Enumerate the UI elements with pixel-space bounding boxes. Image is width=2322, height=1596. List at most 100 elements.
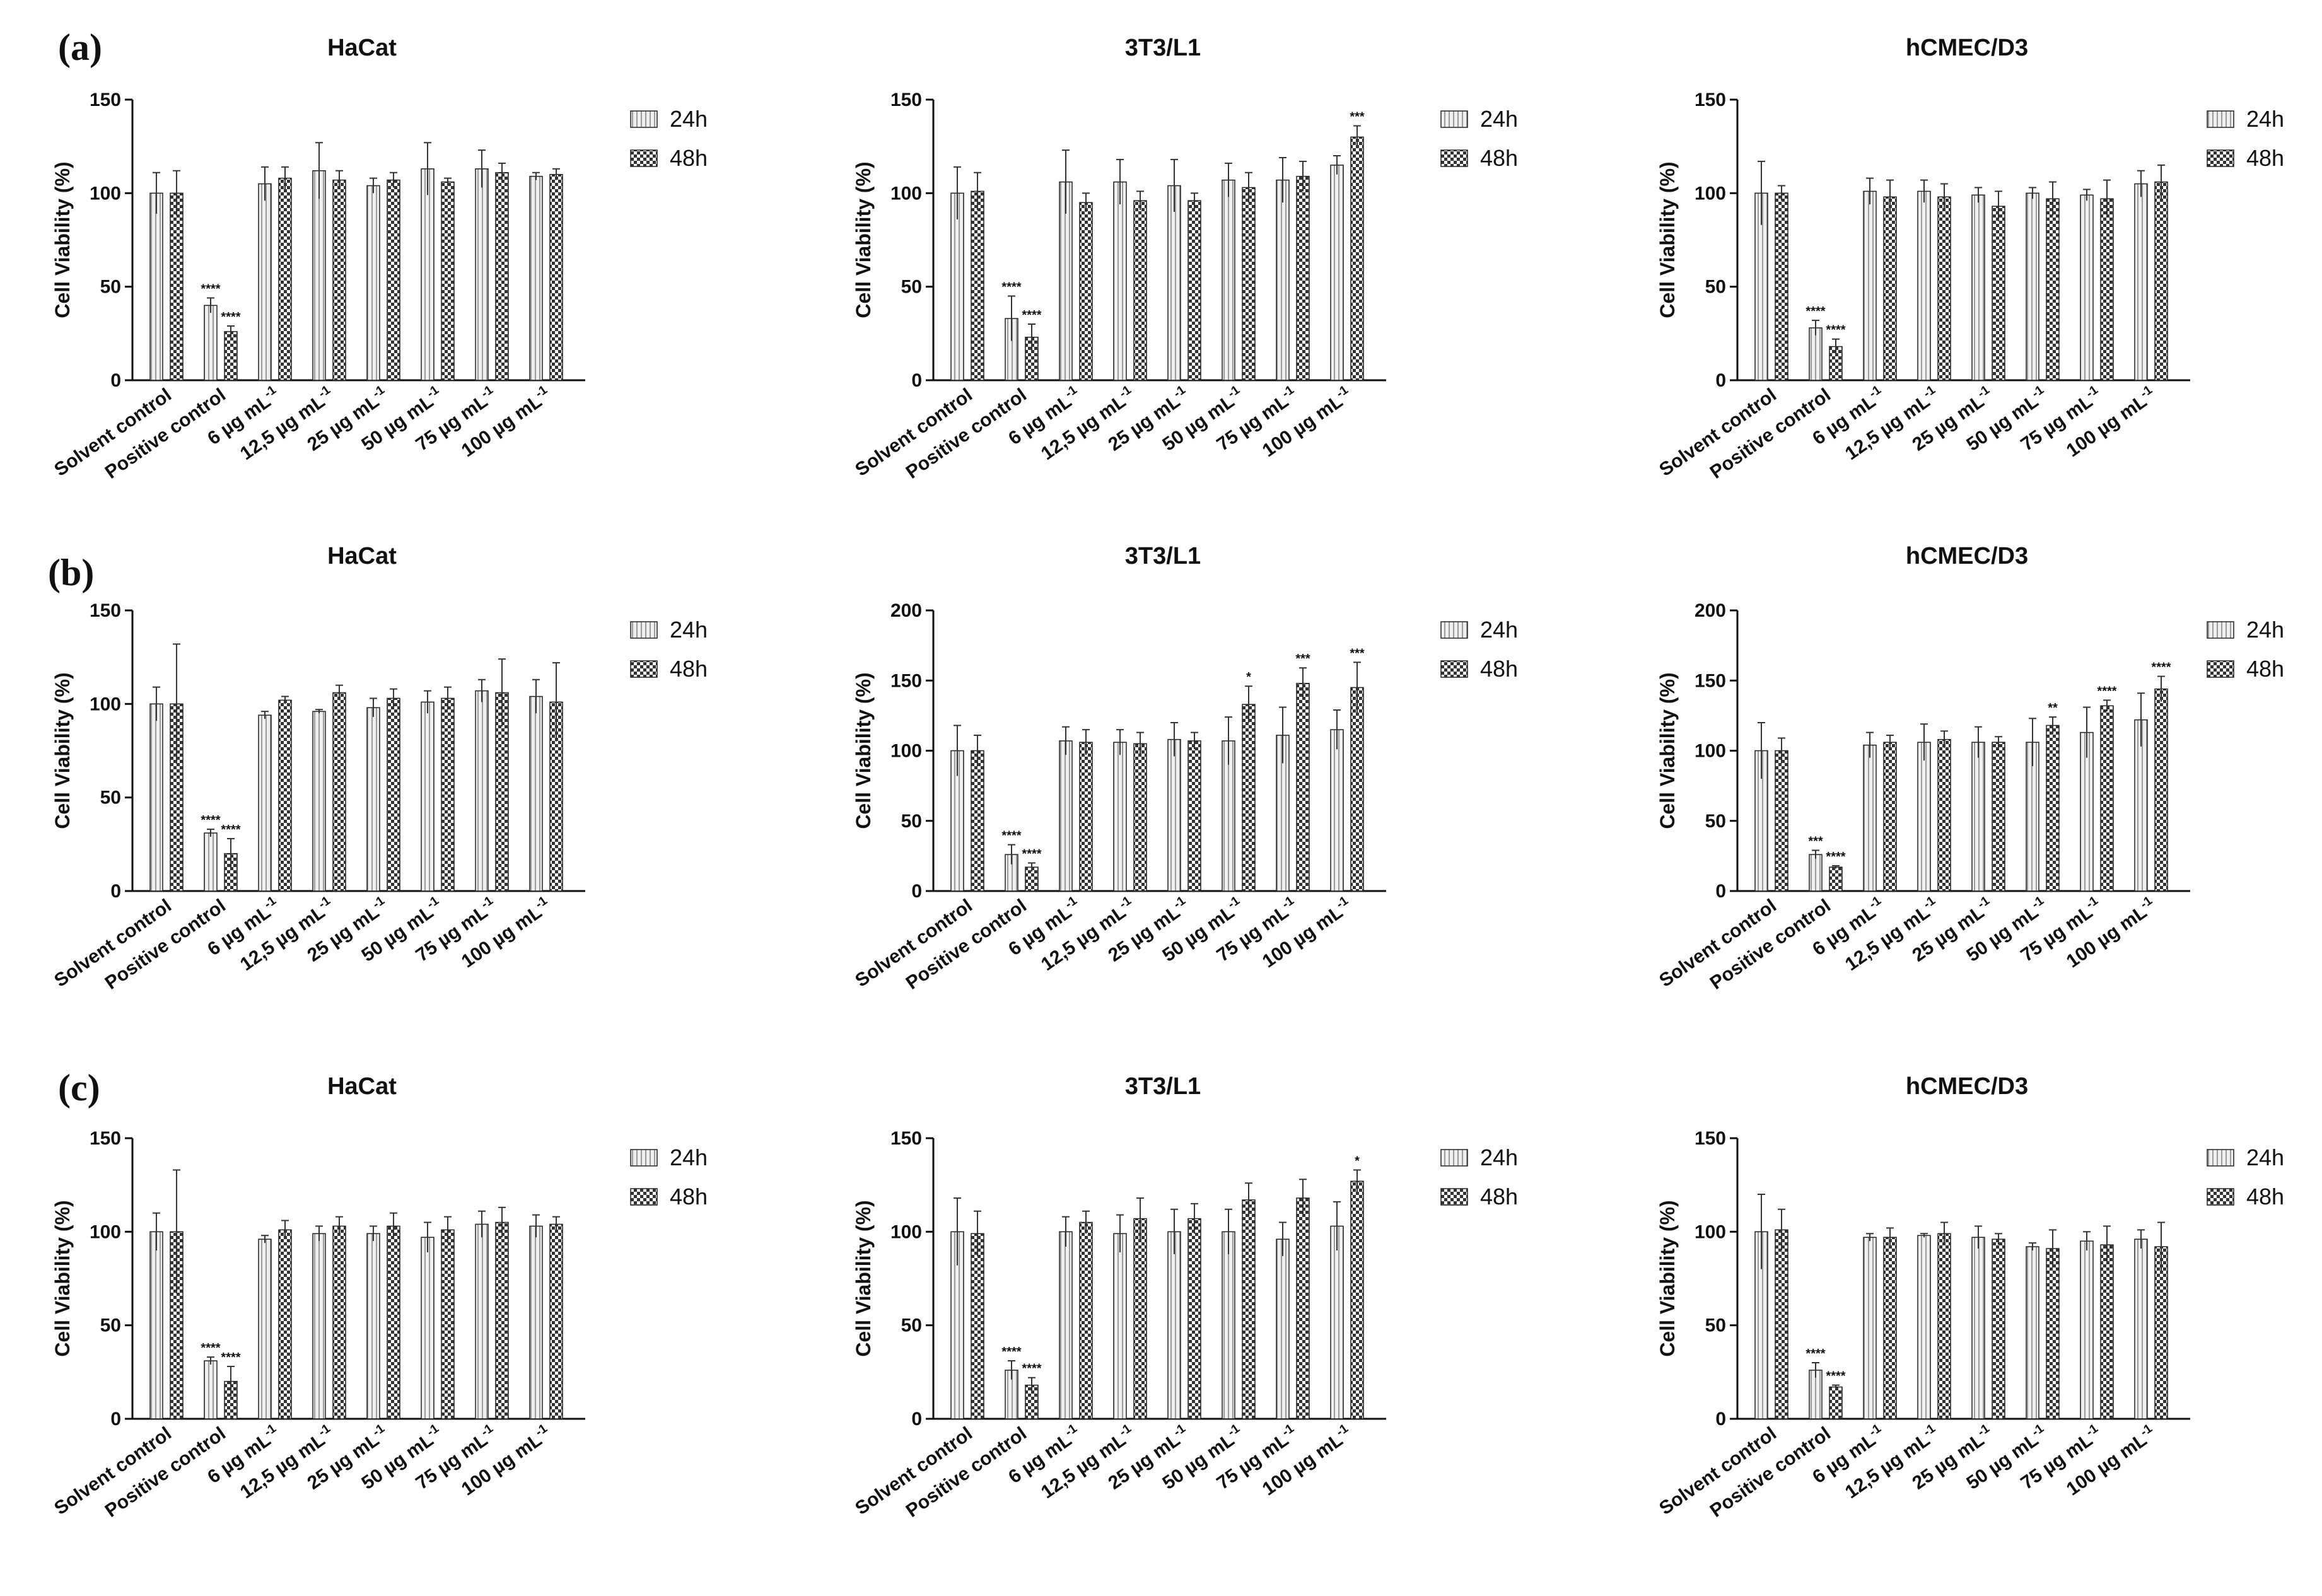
bar-48h — [332, 1225, 346, 1419]
legend-swatch-48h — [1440, 660, 1468, 678]
bar-48h — [1187, 1218, 1201, 1419]
y-tick-label: 150 — [90, 600, 121, 621]
y-tick-label: 0 — [911, 370, 922, 391]
bar-48h — [1992, 206, 2005, 381]
bar-24h — [475, 690, 489, 892]
bar-24h — [366, 1233, 380, 1419]
legend-swatch-24h — [2207, 110, 2234, 128]
y-axis-label: Cell Viability (%) — [1656, 672, 1679, 829]
legend-label: 24h — [1480, 1145, 1518, 1170]
superscript: -1 — [316, 1421, 333, 1439]
superscript: -1 — [1225, 383, 1242, 400]
superscript: -1 — [262, 383, 279, 400]
superscript: -1 — [1334, 1421, 1351, 1439]
superscript: -1 — [2084, 383, 2101, 400]
x-tick-label: 100 µg mL-1 — [2062, 383, 2160, 461]
y-tick-label: 150 — [1695, 670, 1726, 691]
bar-48h — [441, 1229, 455, 1419]
significance-label: * — [1246, 670, 1251, 684]
superscript: -1 — [1117, 383, 1134, 400]
y-tick-label: 0 — [110, 1409, 121, 1430]
superscript: -1 — [424, 383, 441, 400]
chart-title: HaCat — [327, 1073, 397, 1100]
bar-48h — [1829, 866, 1843, 892]
chart-title: 3T3/L1 — [1125, 35, 1201, 61]
bar-24h — [258, 1238, 272, 1419]
bar-24h — [1971, 194, 1985, 381]
bar-48h — [971, 750, 984, 892]
superscript: -1 — [1975, 894, 1992, 911]
y-tick-label: 50 — [100, 277, 121, 298]
superscript: -1 — [2138, 894, 2155, 911]
bar-48h — [2154, 688, 2168, 892]
bar-24h — [2026, 1246, 2039, 1419]
legend-swatch-48h — [630, 149, 658, 167]
significance-label: *** — [1295, 652, 1310, 666]
y-tick-label: 150 — [890, 1128, 922, 1149]
x-tick-label: 100 µg mL-1 — [2062, 894, 2160, 972]
legend-label: 24h — [2246, 106, 2284, 132]
bar-24h — [204, 832, 218, 892]
bar-48h — [1883, 742, 1897, 892]
bar-48h — [387, 697, 400, 892]
superscript: -1 — [479, 383, 496, 400]
superscript: -1 — [1921, 383, 1938, 400]
bar-48h — [1350, 687, 1364, 892]
bar-24h — [149, 1231, 163, 1419]
bar-48h — [1775, 192, 1788, 381]
y-axis-label: Cell Viability (%) — [51, 161, 74, 318]
y-tick-label: 50 — [1705, 1315, 1726, 1336]
legend-label: 48h — [1480, 656, 1518, 682]
significance-label: **** — [221, 310, 240, 324]
legend-swatch-24h — [630, 1149, 658, 1167]
bar-48h — [332, 692, 346, 892]
superscript: -1 — [2084, 894, 2101, 911]
bar-24h — [1863, 190, 1877, 381]
superscript: -1 — [1334, 894, 1351, 911]
panel-label-a: (a) — [58, 26, 102, 68]
bar-48h — [1350, 1180, 1364, 1419]
bar-48h — [2046, 1248, 2060, 1419]
y-axis-label: Cell Viability (%) — [1656, 161, 1679, 318]
significance-label: **** — [1826, 850, 1845, 864]
legend-swatch-24h — [1440, 110, 1468, 128]
bar-48h — [1992, 1238, 2005, 1419]
bar-24h — [2134, 183, 2148, 381]
significance-label: *** — [1350, 110, 1365, 124]
superscript: -1 — [1117, 894, 1134, 911]
legend-swatch-48h — [2207, 1188, 2234, 1206]
bar-24h — [258, 183, 272, 381]
chart-title: hCMEC/D3 — [1906, 543, 2028, 569]
bar-48h — [1187, 740, 1201, 892]
bar-24h — [204, 305, 218, 381]
bar-24h — [2026, 192, 2039, 381]
bar-24h — [312, 711, 326, 892]
bar-48h — [2046, 725, 2060, 892]
superscript: -1 — [533, 894, 550, 911]
bar-24h — [421, 168, 435, 381]
bar-48h — [1187, 200, 1201, 381]
y-tick-label: 0 — [911, 881, 922, 902]
bar-48h — [1775, 750, 1788, 892]
bar-48h — [224, 331, 238, 381]
y-tick-label: 100 — [90, 1221, 121, 1242]
chart-title: hCMEC/D3 — [1906, 1073, 2028, 1100]
bar-24h — [366, 185, 380, 381]
significance-label: ** — [2048, 701, 2058, 715]
bar-24h — [204, 1360, 218, 1419]
significance-label: **** — [1022, 1362, 1041, 1376]
bar-24h — [1167, 185, 1181, 381]
superscript: -1 — [2029, 383, 2046, 400]
chart-title: 3T3/L1 — [1125, 1073, 1201, 1100]
bar-24h — [1113, 742, 1127, 892]
bar-24h — [1330, 165, 1344, 381]
legend-swatch-48h — [1440, 1188, 1468, 1206]
bar-24h — [1330, 1225, 1344, 1419]
chart-title: hCMEC/D3 — [1906, 35, 2028, 61]
bar-24h — [1113, 1233, 1127, 1419]
bar-48h — [441, 697, 455, 892]
